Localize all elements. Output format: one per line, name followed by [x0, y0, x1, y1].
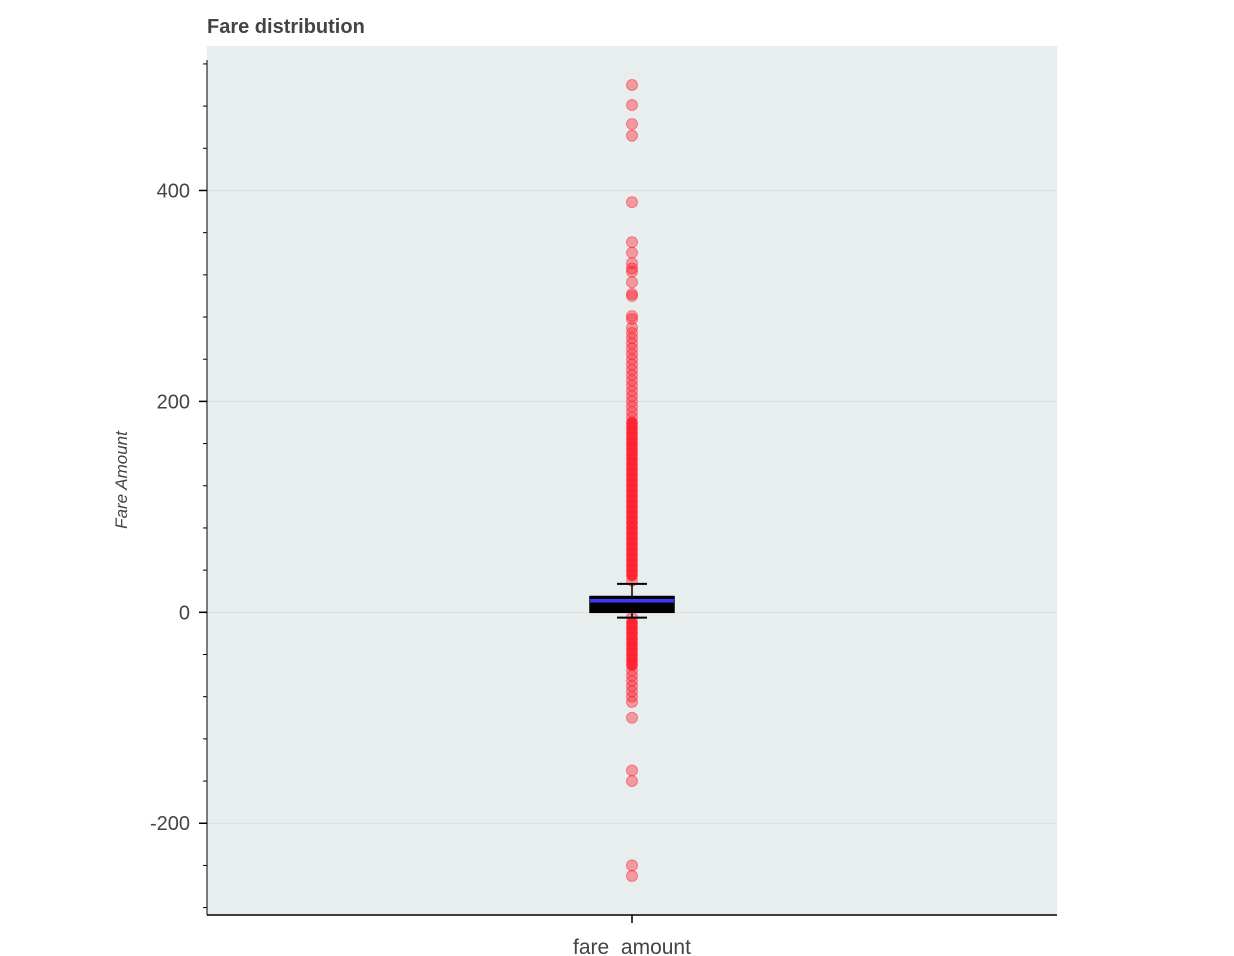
outlier-point	[626, 685, 638, 698]
y-tick-label: 200	[157, 391, 190, 413]
outlier-point	[626, 236, 638, 249]
outlier-point	[626, 695, 638, 708]
outlier-point	[626, 262, 638, 275]
outlier-point	[626, 859, 638, 872]
y-tick-label: 0	[179, 602, 190, 624]
outlier-point	[626, 347, 638, 360]
outlier-point	[626, 289, 638, 302]
outlier-point	[626, 257, 638, 270]
x-tick-label: fare_amount	[573, 936, 691, 956]
outlier-point	[626, 326, 638, 339]
outlier-point	[626, 321, 638, 334]
outlier-point	[626, 196, 638, 209]
outlier-point	[626, 390, 638, 403]
box-body	[589, 595, 675, 614]
y-axis-label: Fare Amount	[112, 430, 131, 529]
outlier-point	[626, 358, 638, 371]
chart-title: Fare distribution	[207, 16, 365, 38]
outlier-point	[626, 276, 638, 289]
outlier-point	[626, 99, 638, 112]
outlier-point	[626, 337, 638, 350]
outlier-point	[626, 363, 638, 376]
outlier-point	[626, 690, 638, 703]
outlier-point	[626, 353, 638, 366]
outlier-band	[626, 417, 638, 581]
outlier-point	[626, 313, 638, 326]
y-tick-label: 400	[157, 180, 190, 202]
outlier-point	[626, 379, 638, 392]
outlier-point	[626, 674, 638, 687]
outlier-point	[626, 775, 638, 788]
outlier-point	[626, 287, 638, 300]
outlier-point	[626, 79, 638, 92]
outlier-point	[626, 395, 638, 408]
outlier-point	[626, 246, 638, 259]
outlier-point	[626, 400, 638, 413]
outlier-point	[626, 332, 638, 345]
outlier-point	[626, 265, 638, 278]
outlier-point	[626, 118, 638, 131]
outlier-point	[626, 764, 638, 777]
y-tick-label: -200	[150, 813, 190, 835]
outlier-point	[626, 342, 638, 355]
outlier-point	[626, 711, 638, 724]
outlier-point	[626, 369, 638, 382]
outlier-point	[626, 129, 638, 142]
outlier-point	[626, 384, 638, 397]
outlier-point	[626, 869, 638, 882]
axes: -200 0 200 400 fare_amount	[150, 60, 1057, 956]
box-glyph	[589, 582, 675, 619]
outlier-band	[626, 617, 638, 671]
outlier-point	[626, 309, 638, 322]
outlier-point	[626, 374, 638, 387]
outlier-point	[626, 680, 638, 693]
